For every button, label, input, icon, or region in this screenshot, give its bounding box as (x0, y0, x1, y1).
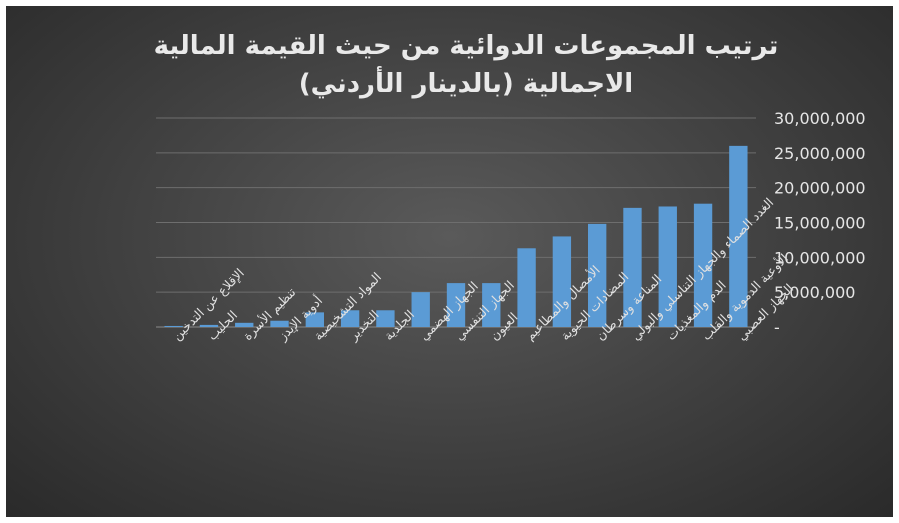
y-tick-label: 30,000,000 (774, 109, 866, 128)
chart-title-line-2: الاجمالية (بالدينار الأردني) (299, 66, 633, 99)
bar-chart: ترتيب المجموعات الدوائية من حيث القيمة ا… (154, 31, 866, 345)
y-tick-label: 15,000,000 (774, 214, 866, 233)
bar (411, 292, 430, 327)
bar (446, 283, 466, 327)
y-tick-label: - (774, 318, 780, 337)
bar (199, 324, 219, 327)
bar (552, 236, 572, 327)
bar (517, 248, 536, 327)
bar (340, 310, 360, 327)
y-tick-label: 10,000,000 (774, 248, 866, 267)
bar (588, 223, 607, 327)
bar (270, 320, 289, 327)
bar (658, 206, 677, 327)
bar (164, 325, 183, 327)
y-tick-label: 5,000,000 (774, 283, 855, 302)
chart-title-line-1: ترتيب المجموعات الدوائية من حيث القيمة ا… (154, 31, 779, 61)
chart-area: ترتيب المجموعات الدوائية من حيث القيمة ا… (6, 6, 893, 517)
y-axis-ticks: - 5,000,000 10,000,000 15,000,000 20,000,000… (774, 109, 866, 337)
y-tick-label: 20,000,000 (774, 179, 866, 198)
bar (482, 283, 501, 327)
bars (164, 145, 748, 327)
gridlines (156, 117, 756, 328)
bar (305, 312, 324, 327)
y-tick-label: 25,000,000 (774, 144, 866, 163)
bar (693, 203, 713, 327)
bar (376, 310, 395, 327)
bar (729, 145, 748, 327)
bar (623, 207, 642, 327)
bar (235, 322, 254, 327)
